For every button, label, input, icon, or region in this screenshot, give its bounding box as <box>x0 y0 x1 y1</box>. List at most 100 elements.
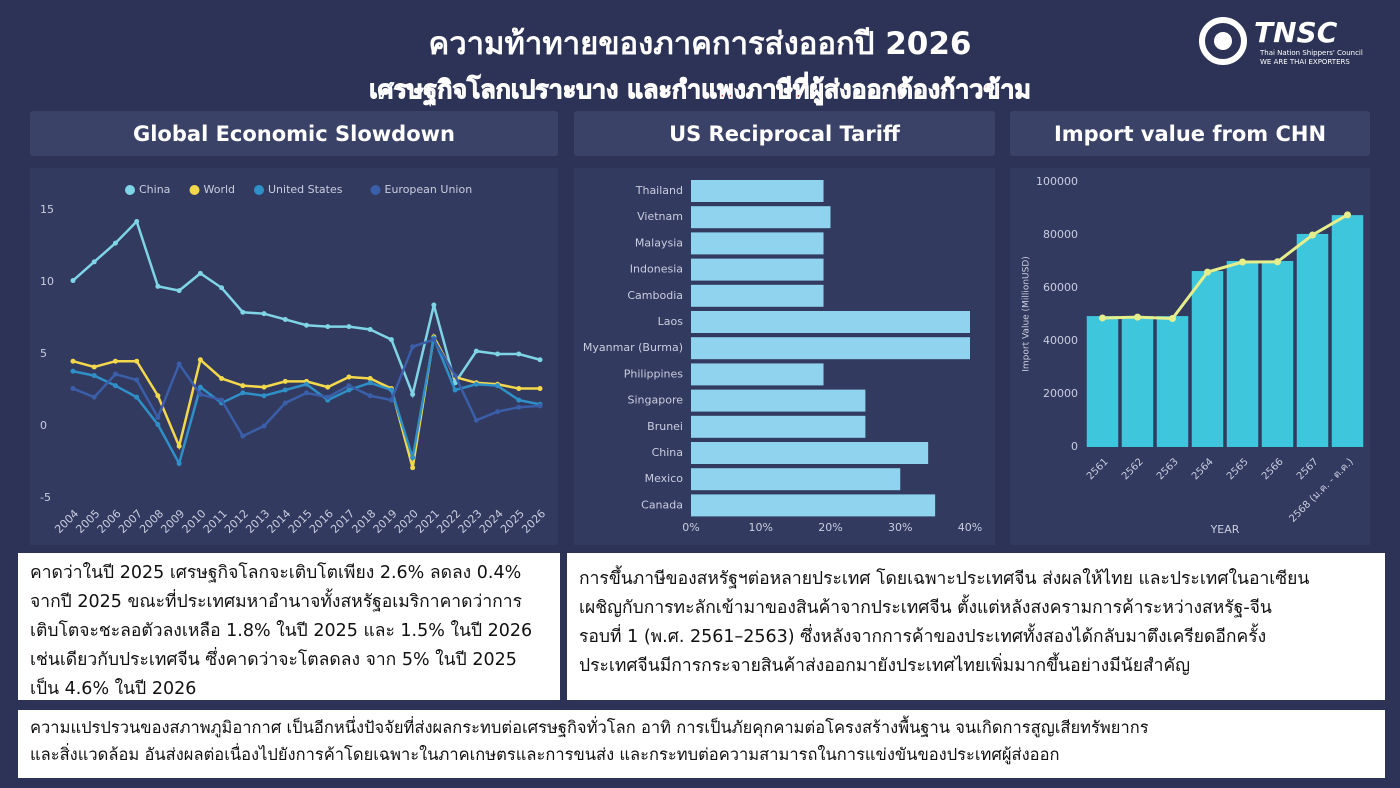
note-line: เติบโตจะชะลอตัวลงเหลือ 1.8% ในปี 2025 แล… <box>30 621 533 641</box>
point <box>516 351 522 357</box>
y-tick-label: 40000 <box>1043 334 1078 347</box>
point <box>410 391 416 397</box>
legend-label: United States <box>268 183 343 196</box>
x-tick-label: 2005 <box>73 507 102 536</box>
point <box>134 219 140 225</box>
bar <box>691 389 866 412</box>
point <box>176 361 182 367</box>
bar <box>691 415 866 438</box>
y-tick-label: 0 <box>40 419 47 432</box>
point <box>304 322 309 328</box>
note: การขึ้นภาษีของสหรัฐฯต่อหลายประเทศ โดยเฉพ… <box>567 553 1385 700</box>
point <box>1169 314 1176 322</box>
point <box>410 465 416 471</box>
logo-org: Thai Nation Shippers' Council <box>1259 49 1363 57</box>
panel-title: US Reciprocal Tariff <box>574 111 995 156</box>
point <box>240 309 246 315</box>
x-tick-label: 2023 <box>456 507 485 536</box>
bar <box>1226 260 1259 447</box>
bar <box>691 363 824 386</box>
y-tick-label: Singapore <box>628 394 684 407</box>
point <box>112 240 118 246</box>
page-title: ความท้าทายของภาคการส่งออกปี 2026 <box>428 26 972 62</box>
bar <box>691 232 824 255</box>
point <box>473 417 479 423</box>
point <box>346 387 352 393</box>
series-line <box>1102 213 1349 321</box>
point <box>134 358 140 364</box>
point <box>197 270 203 276</box>
x-tick-label: 2564 <box>1190 456 1216 482</box>
y-axis-label: Import Value (MillionUSD) <box>1022 256 1032 372</box>
point <box>516 404 522 410</box>
x-tick-label: 2025 <box>498 507 527 536</box>
x-tick-label: 2566 <box>1260 456 1286 482</box>
x-tick-label: 2010 <box>180 507 209 536</box>
point <box>1099 314 1106 322</box>
x-tick-label: 2006 <box>95 507 124 536</box>
chart: 0 20000 40000 60000 80000 100000 Import Value … <box>1010 168 1370 545</box>
point <box>155 422 161 428</box>
legend-label: European Union <box>385 183 473 196</box>
y-tick-label: -5 <box>40 491 51 504</box>
x-axis-label: YEAR <box>1210 523 1240 536</box>
note-line: เผชิญกับการทะลักเข้ามาของสินค้าจากประเทศ… <box>579 598 1272 618</box>
y-tick-label: 15 <box>40 203 54 216</box>
legend-swatch <box>189 185 200 195</box>
point <box>1309 231 1316 239</box>
point <box>70 358 76 364</box>
legend-swatch <box>370 185 381 195</box>
point <box>388 397 394 403</box>
point <box>1274 258 1281 266</box>
note-line: รอบที่ 1 (พ.ศ. 2561–2563) ซึ่งหลังจากการ… <box>579 627 1267 647</box>
point <box>197 391 203 397</box>
x-tick-label: 2012 <box>222 507 251 536</box>
point <box>176 443 182 449</box>
point <box>197 384 203 390</box>
point <box>91 364 97 370</box>
x-tick-label: 2008 <box>137 507 166 536</box>
point <box>452 387 458 393</box>
point <box>304 381 309 387</box>
bar <box>691 337 970 360</box>
legend-swatch <box>254 185 264 195</box>
y-tick-label: Vietnam <box>637 210 683 223</box>
subtitle: เศรษฐกิจโลกเปราะบาง และกำแพงภาษีที่ผู้ส่… <box>0 70 1400 110</box>
point <box>537 403 543 409</box>
point <box>388 387 394 393</box>
bar <box>1331 215 1364 447</box>
point <box>367 393 373 399</box>
point <box>261 423 267 429</box>
bar <box>691 311 970 333</box>
point <box>155 283 161 289</box>
x-tick-label: 2567 <box>1295 456 1321 482</box>
point <box>452 373 458 379</box>
point <box>473 381 479 387</box>
point <box>70 368 76 374</box>
y-tick-label: Indonesia <box>630 263 683 276</box>
bar <box>691 468 901 491</box>
note: คาดว่าในปี 2025 เศรษฐกิจโลกจะเติบโตเพียง… <box>18 553 560 700</box>
x-tick-label: 40% <box>958 521 982 534</box>
point <box>240 433 246 439</box>
point <box>1344 211 1351 219</box>
y-tick-label: Philippines <box>624 367 684 380</box>
y-tick-label: Malaysia <box>635 236 683 249</box>
point <box>495 351 501 357</box>
bar <box>1156 316 1189 447</box>
series-line <box>72 332 540 469</box>
y-tick-label: Cambodia <box>627 289 683 302</box>
point <box>261 311 267 317</box>
y-tick-label: 0 <box>1071 440 1078 453</box>
x-tick-label: 2565 <box>1225 456 1251 482</box>
note-line: คาดว่าในปี 2025 เศรษฐกิจโลกจะเติบโตเพียง… <box>30 563 522 583</box>
point <box>155 393 161 399</box>
point <box>70 386 76 392</box>
note: ความแปรปรวนของสภาพภูมิอากาศ เป็นอีกหนึ่ง… <box>18 710 1385 778</box>
x-tick-label: 10% <box>749 521 773 534</box>
point <box>91 373 97 379</box>
note-line: เช่นเดียวกับประเทศจีน ซึ่งคาดว่าจะโตลดลง… <box>30 650 517 670</box>
note-line: ความแปรปรวนของสภาพภูมิอากาศ เป็นอีกหนึ่ง… <box>30 718 1149 737</box>
logo-name: TNSC <box>1254 16 1338 49</box>
y-tick-label: Myanmar (Burma) <box>583 341 683 354</box>
